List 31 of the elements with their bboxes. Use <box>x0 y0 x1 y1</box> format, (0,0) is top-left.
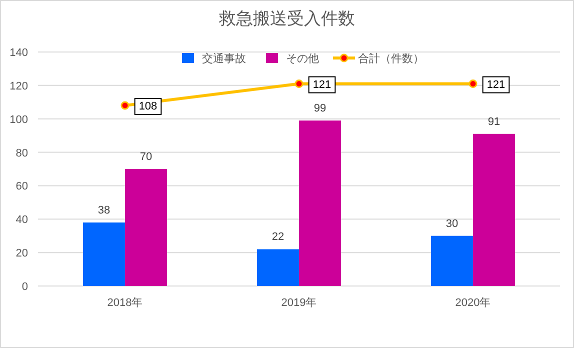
y-tick-label: 40 <box>16 214 28 226</box>
y-tick-label: 0 <box>22 281 28 293</box>
data-label: 91 <box>488 116 500 128</box>
data-label: 70 <box>140 151 152 163</box>
y-tick-label: 80 <box>16 147 28 160</box>
y-tick-label: 60 <box>16 180 28 193</box>
legend-label: 合計（件数） <box>358 52 424 65</box>
y-tick-label: 20 <box>16 248 28 260</box>
bar <box>125 169 167 286</box>
bar <box>83 222 125 286</box>
交通事故: 38 22 30 <box>83 204 473 286</box>
legend-label: その他 <box>286 53 319 65</box>
chart-title: 救急搬送受入件数 <box>218 9 355 28</box>
x-tick-label: 2020年 <box>455 297 491 309</box>
y-tick-label: 140 <box>10 47 28 59</box>
x-tick-label: 2019年 <box>281 297 317 309</box>
bar <box>431 236 473 286</box>
data-label: 30 <box>446 218 458 230</box>
data-label: 99 <box>314 102 326 115</box>
bar <box>299 120 341 286</box>
data-label: 22 <box>272 231 284 244</box>
data-label: 121 <box>312 78 332 91</box>
y-tick-label: 100 <box>10 114 28 126</box>
data-label: 108 <box>138 100 158 112</box>
x-tick-label: 2018年 <box>107 297 143 309</box>
legend-label: 交通事故 <box>202 52 246 65</box>
bar <box>473 134 515 286</box>
data-label: 121 <box>486 78 506 91</box>
y-tick-label: 120 <box>10 80 28 92</box>
data-label: 38 <box>98 204 110 216</box>
bar <box>257 249 299 286</box>
